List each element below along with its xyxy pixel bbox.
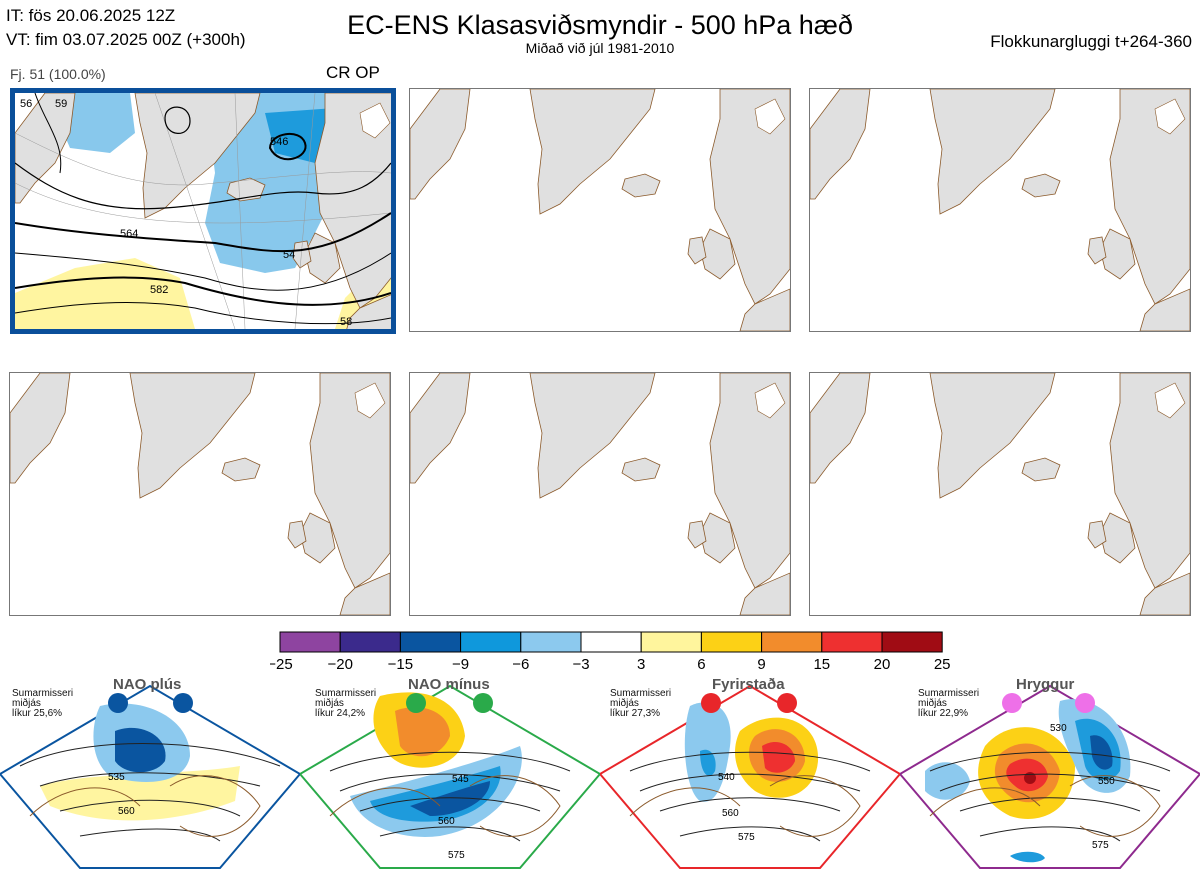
regime-contour-label: 540	[718, 772, 735, 783]
colorbar-tick-label: −3	[572, 656, 589, 673]
colorbar-tick-label: 6	[697, 656, 705, 673]
regime-season: Sumarmisseri	[610, 688, 672, 699]
regime-contour-label: 560	[438, 816, 455, 827]
regime-marker	[473, 693, 493, 713]
regime-name: Fyrirstaða	[712, 676, 785, 693]
regime-axis: miðjás	[315, 698, 344, 709]
colorbar-tick-label: 20	[874, 656, 891, 673]
regime-name: NAO plús	[113, 676, 182, 693]
regime-name: NAO mínus	[408, 676, 490, 693]
anomaly-center	[1024, 772, 1036, 784]
colorbar-cell	[700, 631, 763, 653]
regime-marker	[1002, 693, 1022, 713]
colorbar-cell	[821, 631, 883, 653]
valid-time: VT: fim 03.07.2025 00Z (+300h)	[6, 30, 246, 49]
contour-label: 56	[20, 98, 32, 110]
regime-axis: miðjás	[12, 698, 41, 709]
colorbar-tick-label: 15	[813, 656, 830, 673]
colorbar-tick-label: 9	[757, 656, 765, 673]
colorbar-cell	[339, 631, 401, 653]
regime-contour-label: 575	[448, 850, 465, 861]
regime-contour-label: 575	[1092, 840, 1109, 851]
regime-contour-label: 560	[118, 806, 135, 817]
regime-contour-label: 560	[722, 808, 739, 819]
colorbar-tick-label: 3	[637, 656, 645, 673]
regime-contour-label: 545	[452, 774, 469, 785]
regime-marker	[173, 693, 193, 713]
colorbar-tick-label: 25	[934, 656, 950, 673]
contour-label: 546	[270, 136, 288, 148]
colorbar-tick-label: −15	[388, 656, 413, 673]
cluster-op-label: CR OP	[326, 63, 380, 82]
colorbar-cell	[881, 631, 943, 653]
colorbar-tick-label: −6	[512, 656, 529, 673]
regime-contour-label: 550	[1098, 776, 1115, 787]
regime-axis: miðjás	[610, 698, 639, 709]
regime-contour-label: 575	[738, 832, 755, 843]
regime-marker	[1075, 693, 1095, 713]
regime-probability: líkur 27,3%	[610, 708, 661, 719]
cluster-members-label: Fj. 51 (100.0%)	[10, 66, 106, 82]
colorbar-cell	[640, 631, 702, 653]
contour-label: 582	[150, 284, 168, 296]
cluster-map-2	[409, 88, 791, 332]
regime-season: Sumarmisseri	[918, 688, 980, 699]
regime-contour-label: 530	[1050, 723, 1067, 734]
cluster-map-3	[809, 88, 1191, 332]
regime-contour-label: 535	[108, 772, 125, 783]
contour-label: 59	[55, 98, 67, 110]
cluster-map-1: 546 564 582 54 56 59 58	[10, 88, 396, 334]
regime-marker	[701, 693, 721, 713]
regime-probability: líkur 24,2%	[315, 708, 366, 719]
regime-probability: líkur 22,9%	[918, 708, 969, 719]
colorbar-tick-label: −9	[452, 656, 469, 673]
regime-season: Sumarmisseri	[315, 688, 377, 699]
regime-probability: líkur 25,6%	[12, 708, 63, 719]
regime-marker	[777, 693, 797, 713]
cluster-map-4	[9, 372, 391, 616]
regime-axis: miðjás	[918, 698, 947, 709]
regime-nao-plus: 535 560 NAO plús Sumarmisseri miðjás lík…	[0, 676, 300, 871]
regime-ridge: 530 550 575 Hryggur Sumarmisseri miðjás …	[900, 676, 1200, 871]
colorbar-tick-label: −20	[327, 656, 352, 673]
page-subtitle: Miðað við júl 1981-2010	[525, 40, 675, 56]
colorbar: −25 −20 −15 −9 −6 −3 3 6 9 15 20 25	[270, 631, 950, 673]
contour-label: 564	[120, 228, 138, 240]
colorbar-cell	[399, 631, 462, 653]
initial-time: IT: fös 20.06.2025 12Z	[6, 6, 176, 25]
contour-label: 58	[340, 316, 352, 328]
cluster-map-6	[809, 372, 1191, 616]
classification-window: Flokkunargluggi t+264-360	[990, 32, 1192, 51]
colorbar-cell	[520, 631, 582, 653]
colorbar-cell	[279, 631, 341, 653]
regime-name: Hryggur	[1016, 676, 1075, 693]
cluster-map-5	[409, 372, 791, 616]
colorbar-tick-label: −25	[270, 656, 293, 673]
colorbar-cell	[460, 631, 522, 653]
regime-blocking: 540 560 575 Fyrirstaða Sumarmisseri miðj…	[600, 676, 900, 871]
regime-marker	[108, 693, 128, 713]
regime-marker	[406, 693, 426, 713]
regime-nao-minus: 545 560 575 NAO mínus Sumarmisseri miðjá…	[300, 676, 600, 871]
page-title: EC-ENS Klasasviðsmyndir - 500 hPa hæð	[347, 10, 853, 40]
regime-season: Sumarmisseri	[12, 688, 74, 699]
colorbar-cell	[761, 631, 823, 653]
contour-label: 54	[283, 249, 295, 261]
colorbar-cell	[580, 631, 642, 653]
